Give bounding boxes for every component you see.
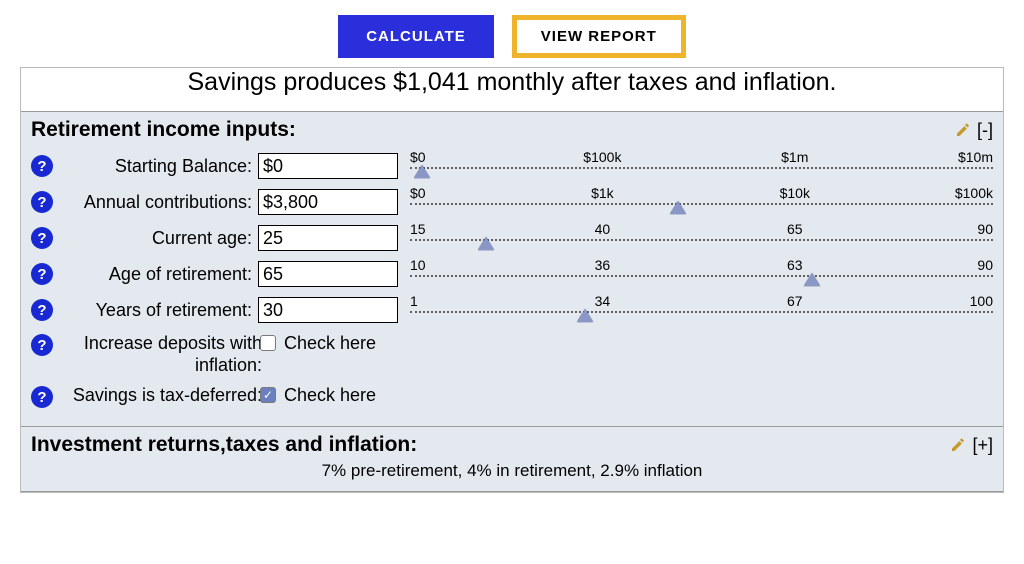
help-icon[interactable]: ? (31, 191, 53, 213)
section-investment-returns: Investment returns,taxes and inflation: … (21, 426, 1003, 492)
section-title: Retirement income inputs: (31, 118, 296, 142)
current-age-slider[interactable]: 15 40 65 90 (410, 223, 993, 253)
row-tax-deferred: ? Savings is tax-deferred: ✓ Check here (31, 380, 993, 412)
section-title: Investment returns,taxes and inflation: (31, 433, 417, 457)
current-age-input[interactable] (258, 225, 398, 251)
view-report-button[interactable]: VIEW REPORT (512, 15, 686, 58)
row-annual-contributions: ? Annual contributions: $0 $1k $10k $100… (31, 184, 993, 220)
row-age-retirement: ? Age of retirement: 10 36 63 90 (31, 256, 993, 292)
row-starting-balance: ? Starting Balance: $0 $100k $1m $10m (31, 148, 993, 184)
checkbox-text: Check here (284, 332, 376, 354)
help-icon[interactable]: ? (31, 263, 53, 285)
field-label: Age of retirement: (53, 264, 258, 285)
help-icon[interactable]: ? (31, 334, 53, 356)
tax-deferred-checkbox[interactable]: ✓ (260, 387, 276, 403)
section-retirement-inputs: Retirement income inputs: [-] ? Starting… (21, 111, 1003, 426)
slider-thumb-icon[interactable] (478, 237, 494, 250)
result-headline: Savings produces $1,041 monthly after ta… (21, 68, 1003, 111)
checkbox-text: Check here (284, 384, 376, 406)
help-icon[interactable]: ? (31, 155, 53, 177)
starting-balance-input[interactable] (258, 153, 398, 179)
age-retirement-input[interactable] (258, 261, 398, 287)
expand-toggle[interactable]: [+] (972, 435, 993, 456)
starting-balance-slider[interactable]: $0 $100k $1m $10m (410, 151, 993, 181)
field-label: Starting Balance: (53, 156, 258, 177)
calculate-button[interactable]: CALCULATE (338, 15, 494, 58)
field-label: Savings is tax-deferred: (53, 384, 264, 406)
slider-thumb-icon[interactable] (670, 201, 686, 214)
edit-icon[interactable] (955, 122, 971, 138)
increase-deposits-checkbox[interactable] (260, 335, 276, 351)
years-retirement-slider[interactable]: 1 34 67 100 (410, 295, 993, 325)
field-label: Increase deposits with inflation: (53, 332, 264, 376)
help-icon[interactable]: ? (31, 227, 53, 249)
field-label: Current age: (53, 228, 258, 249)
slider-thumb-icon[interactable] (804, 273, 820, 286)
help-icon[interactable]: ? (31, 386, 53, 408)
row-current-age: ? Current age: 15 40 65 90 (31, 220, 993, 256)
years-retirement-input[interactable] (258, 297, 398, 323)
edit-icon[interactable] (950, 437, 966, 453)
age-retirement-slider[interactable]: 10 36 63 90 (410, 259, 993, 289)
calculator-panel: Savings produces $1,041 monthly after ta… (20, 67, 1004, 493)
slider-thumb-icon[interactable] (577, 309, 593, 322)
row-years-retirement: ? Years of retirement: 1 34 67 100 (31, 292, 993, 328)
slider-thumb-icon[interactable] (414, 165, 430, 178)
annual-contributions-input[interactable] (258, 189, 398, 215)
row-increase-deposits: ? Increase deposits with inflation: Chec… (31, 328, 993, 380)
field-label: Annual contributions: (53, 192, 258, 213)
returns-summary: 7% pre-retirement, 4% in retirement, 2.9… (21, 461, 1003, 491)
field-label: Years of retirement: (53, 300, 258, 321)
collapse-toggle[interactable]: [-] (977, 120, 993, 141)
help-icon[interactable]: ? (31, 299, 53, 321)
annual-contributions-slider[interactable]: $0 $1k $10k $100k (410, 187, 993, 217)
